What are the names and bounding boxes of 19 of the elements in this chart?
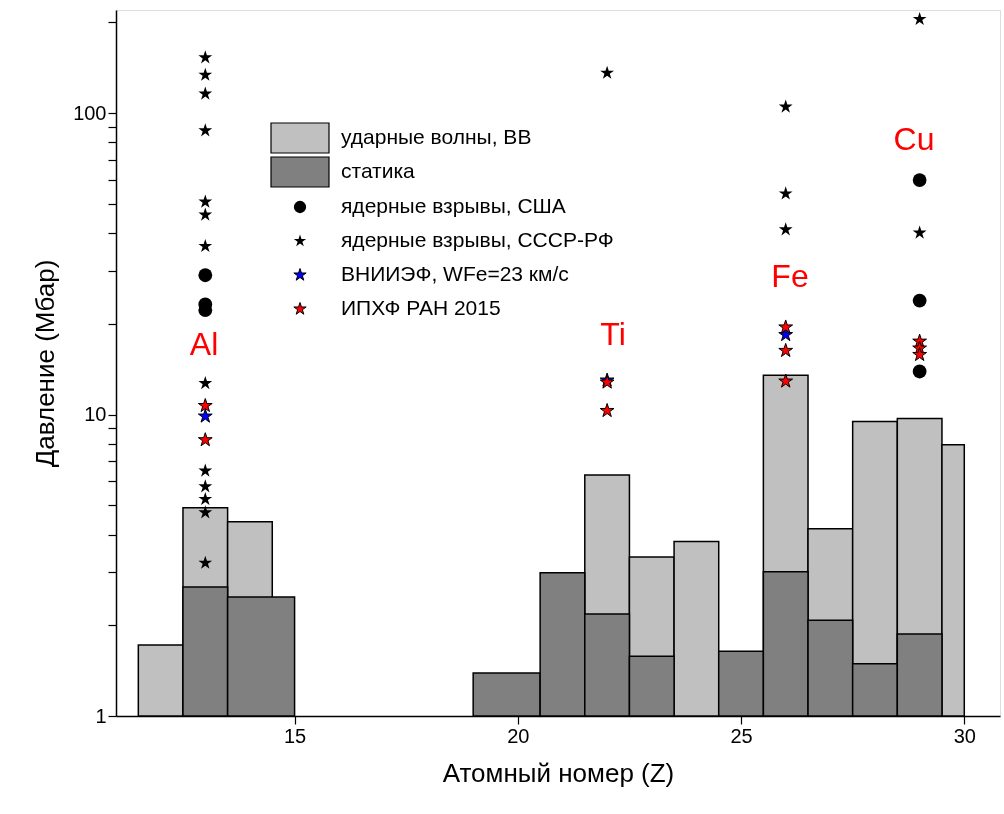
y-axis-title: Давление (Мбар) bbox=[30, 259, 61, 468]
x-tick-label: 30 bbox=[953, 724, 976, 747]
annotation: Ti bbox=[600, 316, 626, 352]
legend-label: ИПХФ РАН 2015 bbox=[341, 296, 501, 319]
y-tick-label: 100 bbox=[73, 101, 107, 124]
legend-label: статика bbox=[341, 159, 416, 182]
annotation: Fe bbox=[771, 258, 809, 294]
legend-label: ядерные взрывы, СССР-РФ bbox=[341, 228, 614, 251]
legend-label: ВНИИЭФ, WFe=23 км/с bbox=[341, 262, 569, 285]
x-axis-title: Атомный номер (Z) bbox=[442, 757, 675, 788]
annotation: Al bbox=[189, 326, 219, 362]
x-tick-label: 20 bbox=[507, 724, 530, 747]
x-tick-label: 15 bbox=[283, 724, 307, 747]
y-tick-label: 1 bbox=[95, 704, 107, 727]
y-tick-label: 10 bbox=[84, 403, 107, 426]
legend-label: ударные волны, ВВ bbox=[341, 125, 532, 148]
x-tick-label: 25 bbox=[730, 724, 753, 747]
legend-label: ядерные взрывы, США bbox=[341, 194, 566, 217]
annotation: Cu bbox=[893, 121, 935, 157]
